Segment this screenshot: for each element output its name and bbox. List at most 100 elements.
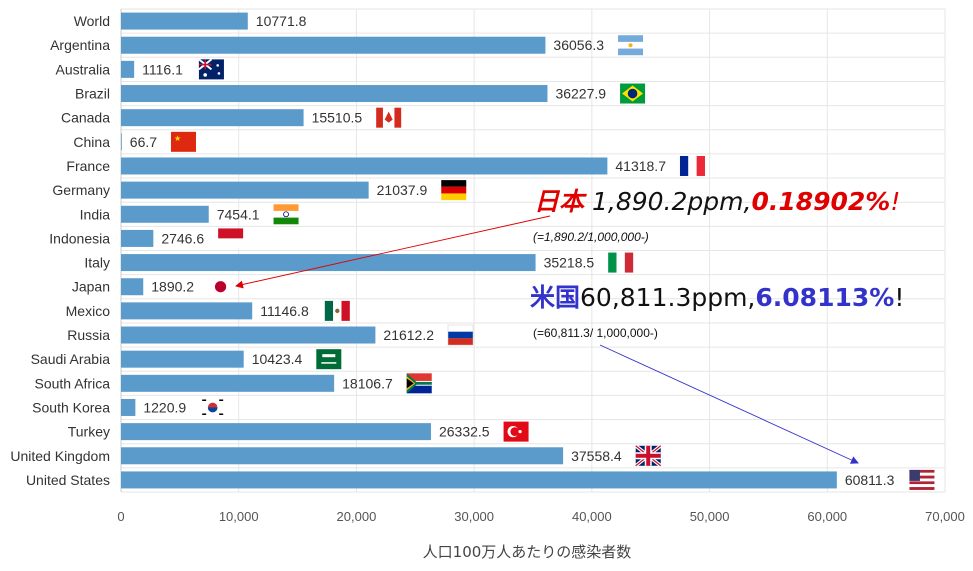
japan-percent: 0.18902%	[751, 187, 891, 216]
grid-lines	[120, 8, 946, 493]
value-label: 10423.4	[252, 351, 303, 367]
bar	[121, 229, 154, 247]
x-tick-label: 30,000	[454, 509, 494, 524]
bar	[121, 254, 536, 272]
usa-arrow	[599, 344, 859, 464]
bar	[121, 398, 136, 416]
value-label: 2746.6	[161, 230, 204, 246]
south-korea-flag-icon	[200, 397, 226, 418]
category-label: Argentina	[50, 37, 110, 53]
bar	[121, 12, 248, 30]
value-label: 21037.9	[377, 182, 428, 198]
usa-flag-icon	[909, 469, 935, 490]
japan-formula: (=1,890.2/1,000,000-)	[533, 230, 649, 244]
x-tick-label: 20,000	[337, 509, 377, 524]
usa-ppm: 60,811.3ppm,	[580, 283, 756, 312]
japan-flag-icon	[208, 276, 234, 297]
category-label: Australia	[56, 61, 111, 77]
turkey-flag-icon	[503, 421, 529, 442]
argentina-flag-icon	[618, 35, 644, 56]
bar	[121, 157, 608, 175]
indonesia-flag-icon	[218, 228, 244, 249]
x-tick-labels: 0 10,000 20,000 30,000 40,000 50,000 60,000 70,…	[117, 509, 965, 524]
value-label: 7454.1	[217, 206, 260, 222]
bar	[121, 350, 244, 368]
bar	[121, 85, 548, 103]
bar	[121, 60, 135, 78]
usa-annotation: 米国60,811.3ppm,6.08113%!	[530, 278, 904, 314]
category-label: India	[80, 206, 111, 222]
uk-flag-icon	[634, 444, 662, 468]
usa-country: 米国	[530, 283, 581, 312]
value-label: 18106.7	[342, 375, 393, 391]
japan-arrow	[235, 215, 551, 289]
value-label: 36056.3	[553, 37, 604, 53]
value-labels: 10771.8 36056.3 1116.1 36227.9 15510.5 66.7 41…	[130, 13, 895, 488]
bar	[121, 326, 376, 344]
japan-country: 日本	[534, 187, 585, 216]
category-label: Brazil	[75, 86, 110, 102]
category-label: Canada	[61, 110, 110, 126]
germany-flag-icon	[441, 180, 467, 201]
value-label: 1116.1	[142, 61, 183, 77]
annotation-arrows	[235, 215, 859, 464]
category-label: Italy	[84, 255, 110, 271]
france-flag-icon	[679, 155, 705, 176]
flag-icons: ★	[170, 35, 935, 490]
bar	[121, 302, 253, 320]
bar	[121, 181, 369, 199]
category-labels: World Argentina Australia Brazil Canada China…	[10, 13, 110, 488]
x-tick-label: 0	[117, 509, 124, 524]
japan-ppm: 1,890.2ppm,	[584, 187, 752, 216]
mexico-flag-icon	[324, 300, 350, 321]
category-label: Turkey	[68, 424, 110, 440]
south-africa-flag-icon	[406, 373, 432, 394]
india-flag-icon	[273, 204, 299, 225]
value-label: 26332.5	[439, 424, 490, 440]
category-label: China	[73, 134, 110, 150]
usa-percent: 6.08113%	[755, 283, 895, 312]
bar	[121, 36, 546, 54]
bar	[121, 278, 144, 296]
value-label: 10771.8	[256, 13, 307, 29]
category-label: Saudi Arabia	[31, 351, 111, 367]
bar	[121, 374, 335, 392]
value-label: 41318.7	[615, 158, 666, 174]
value-label: 35218.5	[544, 255, 595, 271]
usa-formula: (=60,811.3/ 1,000,000-)	[533, 326, 658, 340]
italy-flag-icon	[608, 252, 634, 273]
x-tick-label: 60,000	[807, 509, 847, 524]
bars	[121, 12, 837, 489]
category-label: Indonesia	[49, 230, 110, 246]
value-label: 37558.4	[571, 448, 622, 464]
category-label: South Africa	[35, 375, 111, 391]
category-label: South Korea	[32, 399, 110, 415]
russia-flag-icon	[447, 324, 474, 346]
bar	[121, 109, 304, 127]
value-label: 11146.8	[260, 303, 309, 319]
x-tick-label: 70,000	[925, 509, 965, 524]
category-label: Russia	[67, 327, 110, 343]
bar	[121, 471, 837, 489]
value-label: 21612.2	[383, 327, 434, 343]
canada-flag-icon	[376, 107, 402, 128]
japan-annotation: 日本 1,890.2ppm,0.18902%!	[534, 182, 900, 218]
value-label: 36227.9	[555, 86, 606, 102]
svg-text:★: ★	[174, 134, 181, 143]
japan-bang: !	[890, 187, 901, 216]
china-flag-icon: ★	[170, 131, 196, 152]
x-tick-label: 10,000	[219, 509, 259, 524]
value-label: 1890.2	[151, 279, 194, 295]
saudi-arabia-flag-icon	[316, 349, 342, 370]
usa-bang: !	[894, 283, 905, 312]
brazil-flag-icon	[620, 83, 646, 104]
category-label: Germany	[52, 182, 110, 198]
category-label: United States	[26, 472, 110, 488]
australia-flag-icon	[198, 58, 224, 80]
value-label: 60811.3	[845, 472, 895, 488]
category-label: World	[74, 13, 110, 29]
value-label: 1220.9	[143, 399, 186, 415]
x-axis-label: 人口100万人あたりの感染者数	[423, 543, 632, 561]
